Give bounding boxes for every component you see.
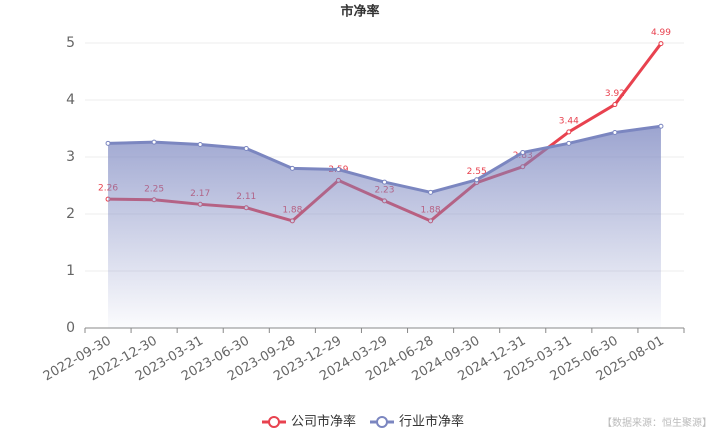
legend-swatch [376,416,388,428]
point [566,140,572,146]
point [658,123,664,129]
legend-swatch [268,416,280,428]
y-tick-label: 5 [66,35,75,51]
point [612,129,618,135]
y-tick-label: 1 [66,263,75,279]
y-tick-label: 3 [66,149,75,165]
point [289,165,295,171]
area [108,126,661,328]
legend-label: 行业市净率 [399,414,464,430]
point [520,149,526,155]
data-label: 3.92 [605,89,625,99]
point [151,139,157,145]
source-note: 【数据来源：恒生聚源】 [602,416,712,429]
chart-title: 市净率 [340,4,379,20]
point [105,140,111,146]
y-tick-label: 0 [66,320,75,336]
y-tick-label: 4 [66,92,75,108]
point [566,129,572,135]
point [243,145,249,151]
point [612,102,618,108]
y-tick-label: 2 [66,206,75,222]
point [382,179,387,185]
point [197,141,203,147]
point [335,167,341,173]
point [658,41,664,47]
data-label: 2.55 [467,167,487,177]
legend-label: 公司市净率 [291,414,356,430]
data-label: 3.44 [559,116,579,126]
data-label: 4.99 [651,28,671,38]
point [474,177,480,183]
point [428,189,434,195]
